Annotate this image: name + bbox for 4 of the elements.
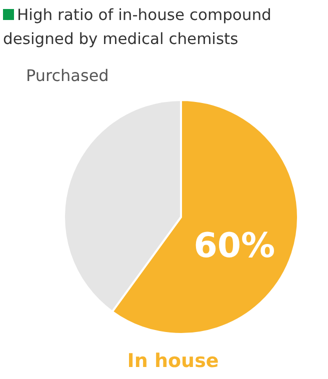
data-label: 60%	[194, 226, 276, 266]
slice-label: In house	[127, 350, 219, 372]
chart-title: High ratio of in-house compound designed by medical chemists	[3, 6, 272, 48]
slice-label: Purchased	[26, 66, 109, 86]
